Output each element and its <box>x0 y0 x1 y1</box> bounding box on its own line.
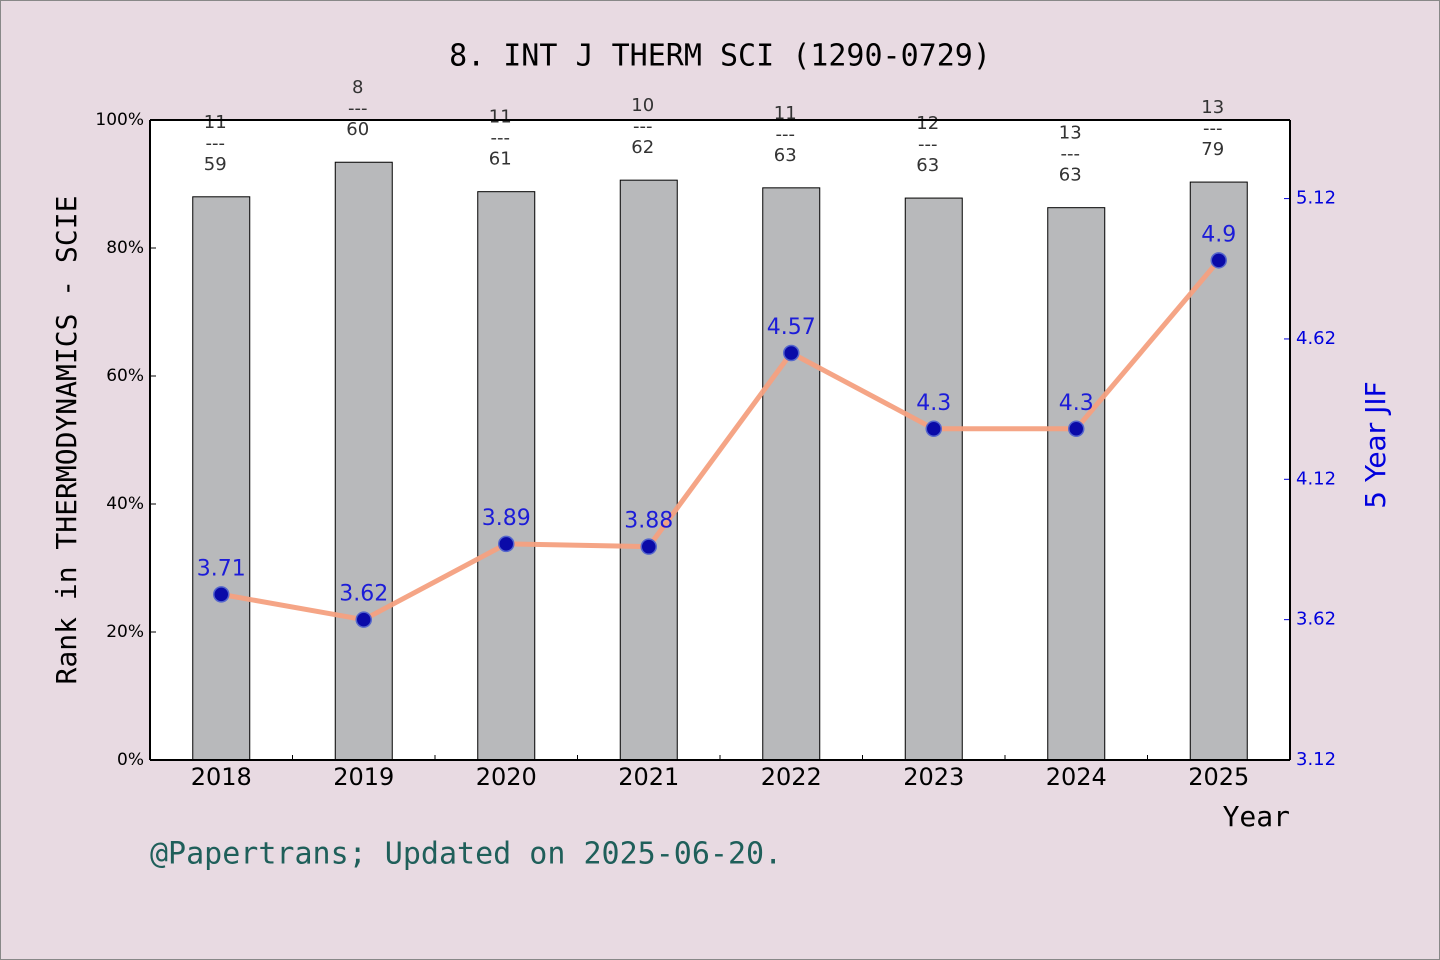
y-tick-label: 0% <box>117 750 144 770</box>
value-label: 4.9 <box>1201 222 1236 247</box>
bar <box>334 161 393 761</box>
x-tick-label: 2022 <box>761 763 822 791</box>
bar-annotation: 63 <box>774 145 797 166</box>
marker <box>640 538 657 555</box>
bar-annotation: 61 <box>489 149 512 170</box>
y2-tick-label: 5.12 <box>1296 188 1336 209</box>
x-tick-label: 2024 <box>1046 763 1107 791</box>
bar-annotation: 13 <box>1201 97 1224 118</box>
marker <box>925 420 942 438</box>
value-label: 4.57 <box>767 315 816 340</box>
bar-annotation: --- <box>918 134 938 155</box>
bar <box>762 187 821 761</box>
y2-axis-label: 5 Year JIF <box>1359 381 1392 509</box>
bar-annotation: --- <box>633 116 653 137</box>
bar <box>1189 181 1248 761</box>
x-tick-label: 2019 <box>333 763 394 791</box>
marker <box>783 344 800 362</box>
marker <box>1068 420 1085 438</box>
bar-annotation: 63 <box>916 155 939 176</box>
bar-annotation: 59 <box>204 154 227 175</box>
y2-tick-label: 3.12 <box>1296 749 1336 770</box>
y-tick-label: 100% <box>95 110 144 130</box>
y2-tick-label: 4.12 <box>1296 468 1336 489</box>
value-label: 3.62 <box>339 582 388 607</box>
y-tick-label: 80% <box>106 238 144 258</box>
bar-annotation: 60 <box>346 119 369 140</box>
footnote: @Papertrans; Updated on 2025-06-20. <box>150 837 782 872</box>
value-label: 3.88 <box>624 509 673 534</box>
bar-annotation: 12 <box>916 113 939 134</box>
bar-annotation: 11 <box>204 112 227 133</box>
chart-title: 8. INT J THERM SCI (1290-0729) <box>449 39 991 74</box>
x-axis-label: Year <box>1223 800 1290 833</box>
y-axis-label: Rank in THERMODYNAMICS - SCIE <box>50 196 83 685</box>
bar <box>477 191 536 761</box>
marker <box>213 586 230 603</box>
bar-annotation: --- <box>206 133 226 154</box>
x-tick-label: 2021 <box>618 763 679 791</box>
bar-annotation: 62 <box>631 137 654 158</box>
bar-annotation: 10 <box>631 95 654 116</box>
x-tick-label: 2023 <box>903 763 964 791</box>
bar <box>192 196 251 761</box>
value-label: 4.3 <box>1059 391 1094 416</box>
x-tick-label: 2025 <box>1188 763 1249 791</box>
value-label: 3.71 <box>197 556 246 581</box>
y-tick-label: 40% <box>106 494 144 514</box>
y2-tick-label: 3.62 <box>1296 609 1336 630</box>
marker <box>1210 252 1227 269</box>
bar-annotation: --- <box>348 98 368 119</box>
bar-annotation: --- <box>491 128 511 149</box>
marker <box>355 611 372 628</box>
bar-annotation: 63 <box>1059 165 1082 186</box>
x-tick-label: 2018 <box>191 763 252 791</box>
bar <box>904 197 963 761</box>
bar-annotation: 8 <box>352 77 363 98</box>
y-tick-label: 20% <box>106 622 144 642</box>
bar-annotation: 79 <box>1201 139 1224 160</box>
plot-area <box>150 120 1290 760</box>
value-label: 3.89 <box>482 506 531 531</box>
marker <box>498 535 515 553</box>
bar-annotation: 11 <box>489 107 512 128</box>
y-tick-label: 60% <box>106 366 144 386</box>
bar-annotation: 11 <box>774 103 797 124</box>
bar-annotation: 13 <box>1059 123 1082 144</box>
bar-annotation: --- <box>1203 118 1223 139</box>
value-label: 4.3 <box>916 391 951 416</box>
bar <box>1047 207 1106 761</box>
line <box>220 258 1221 623</box>
bar <box>619 179 678 761</box>
y2-tick-label: 4.62 <box>1296 328 1336 349</box>
x-tick-label: 2020 <box>476 763 537 791</box>
bar-annotation: --- <box>776 124 796 145</box>
bar-annotation: --- <box>1061 144 1081 165</box>
